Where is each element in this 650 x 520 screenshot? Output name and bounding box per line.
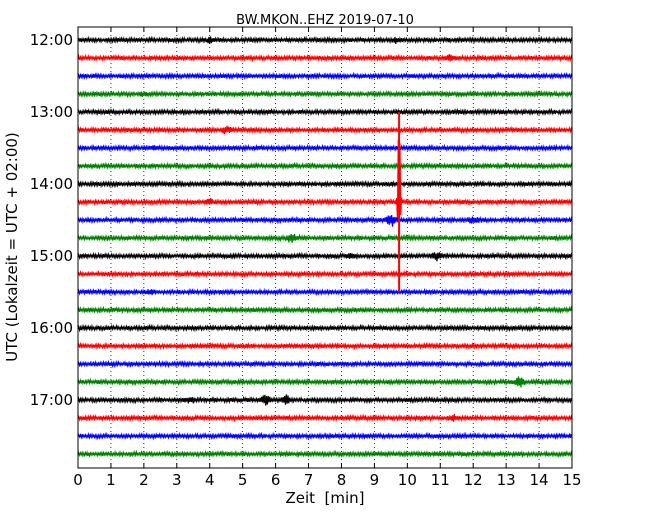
x-axis-label: Zeit [min]: [285, 489, 364, 507]
y-tick-label: 15:00: [30, 247, 73, 265]
seismic-trace: [77, 143, 573, 153]
seismic-trace: [77, 89, 573, 99]
x-tick-label: 6: [271, 471, 281, 489]
seismic-trace: [77, 35, 573, 45]
seismic-trace: [77, 394, 573, 406]
x-tick-label: 8: [337, 471, 347, 489]
chart-title: BW.MKON..EHZ 2019-07-10: [236, 13, 414, 28]
x-tick-label: 13: [497, 471, 516, 489]
x-axis-ticks: 0 1 2 3 4 5 6 7 8 9 10 11 12 13 14 15: [73, 27, 582, 489]
plot-frame: [77, 26, 573, 469]
seismic-trace: [77, 251, 573, 262]
seismic-trace: [77, 269, 573, 279]
seismic-trace: [77, 53, 573, 63]
x-tick-label: 9: [370, 471, 380, 489]
y-tick-label: 13:00: [30, 103, 73, 121]
seismic-trace: [77, 359, 573, 369]
grid-lines: [110, 27, 540, 468]
seismic-trace: [77, 287, 573, 297]
x-tick-label: 2: [139, 471, 149, 489]
x-tick-label: 0: [73, 471, 83, 489]
seismic-trace: [77, 214, 573, 227]
x-tick-label: 3: [172, 471, 182, 489]
x-tick-label: 15: [562, 471, 581, 489]
seismic-trace: [77, 449, 573, 459]
y-axis-ticks: 12:00 13:00 14:00 15:00 16:00 17:00: [30, 31, 572, 409]
x-tick-label: 11: [431, 471, 450, 489]
y-axis-label: UTC (Lokalzeit = UTC + 02:00): [3, 132, 21, 362]
x-tick-label: 1: [106, 471, 116, 489]
y-tick-label: 17:00: [30, 391, 73, 409]
seismic-trace: [77, 413, 573, 423]
seismic-trace: [77, 376, 573, 388]
x-tick-label: 10: [398, 471, 417, 489]
x-tick-label: 14: [530, 471, 549, 489]
seismic-trace: [77, 107, 573, 117]
x-tick-label: 5: [238, 471, 248, 489]
seismic-trace: [77, 431, 573, 441]
x-tick-label: 4: [205, 471, 215, 489]
y-tick-label: 14:00: [30, 175, 73, 193]
x-tick-label: 7: [304, 471, 314, 489]
y-tick-label: 16:00: [30, 319, 73, 337]
seismic-trace: [77, 323, 573, 333]
seismic-trace: [77, 179, 573, 189]
seismic-trace: [77, 139, 573, 257]
x-tick-label: 12: [464, 471, 483, 489]
seismic-trace: [77, 125, 573, 135]
seismic-trace: [77, 305, 573, 315]
seismic-trace: [77, 161, 573, 171]
seismic-trace: [77, 233, 573, 243]
trace-group: [77, 35, 573, 459]
y-tick-label: 12:00: [30, 31, 73, 49]
seismic-trace: [77, 71, 573, 81]
seismic-trace: [77, 341, 573, 351]
